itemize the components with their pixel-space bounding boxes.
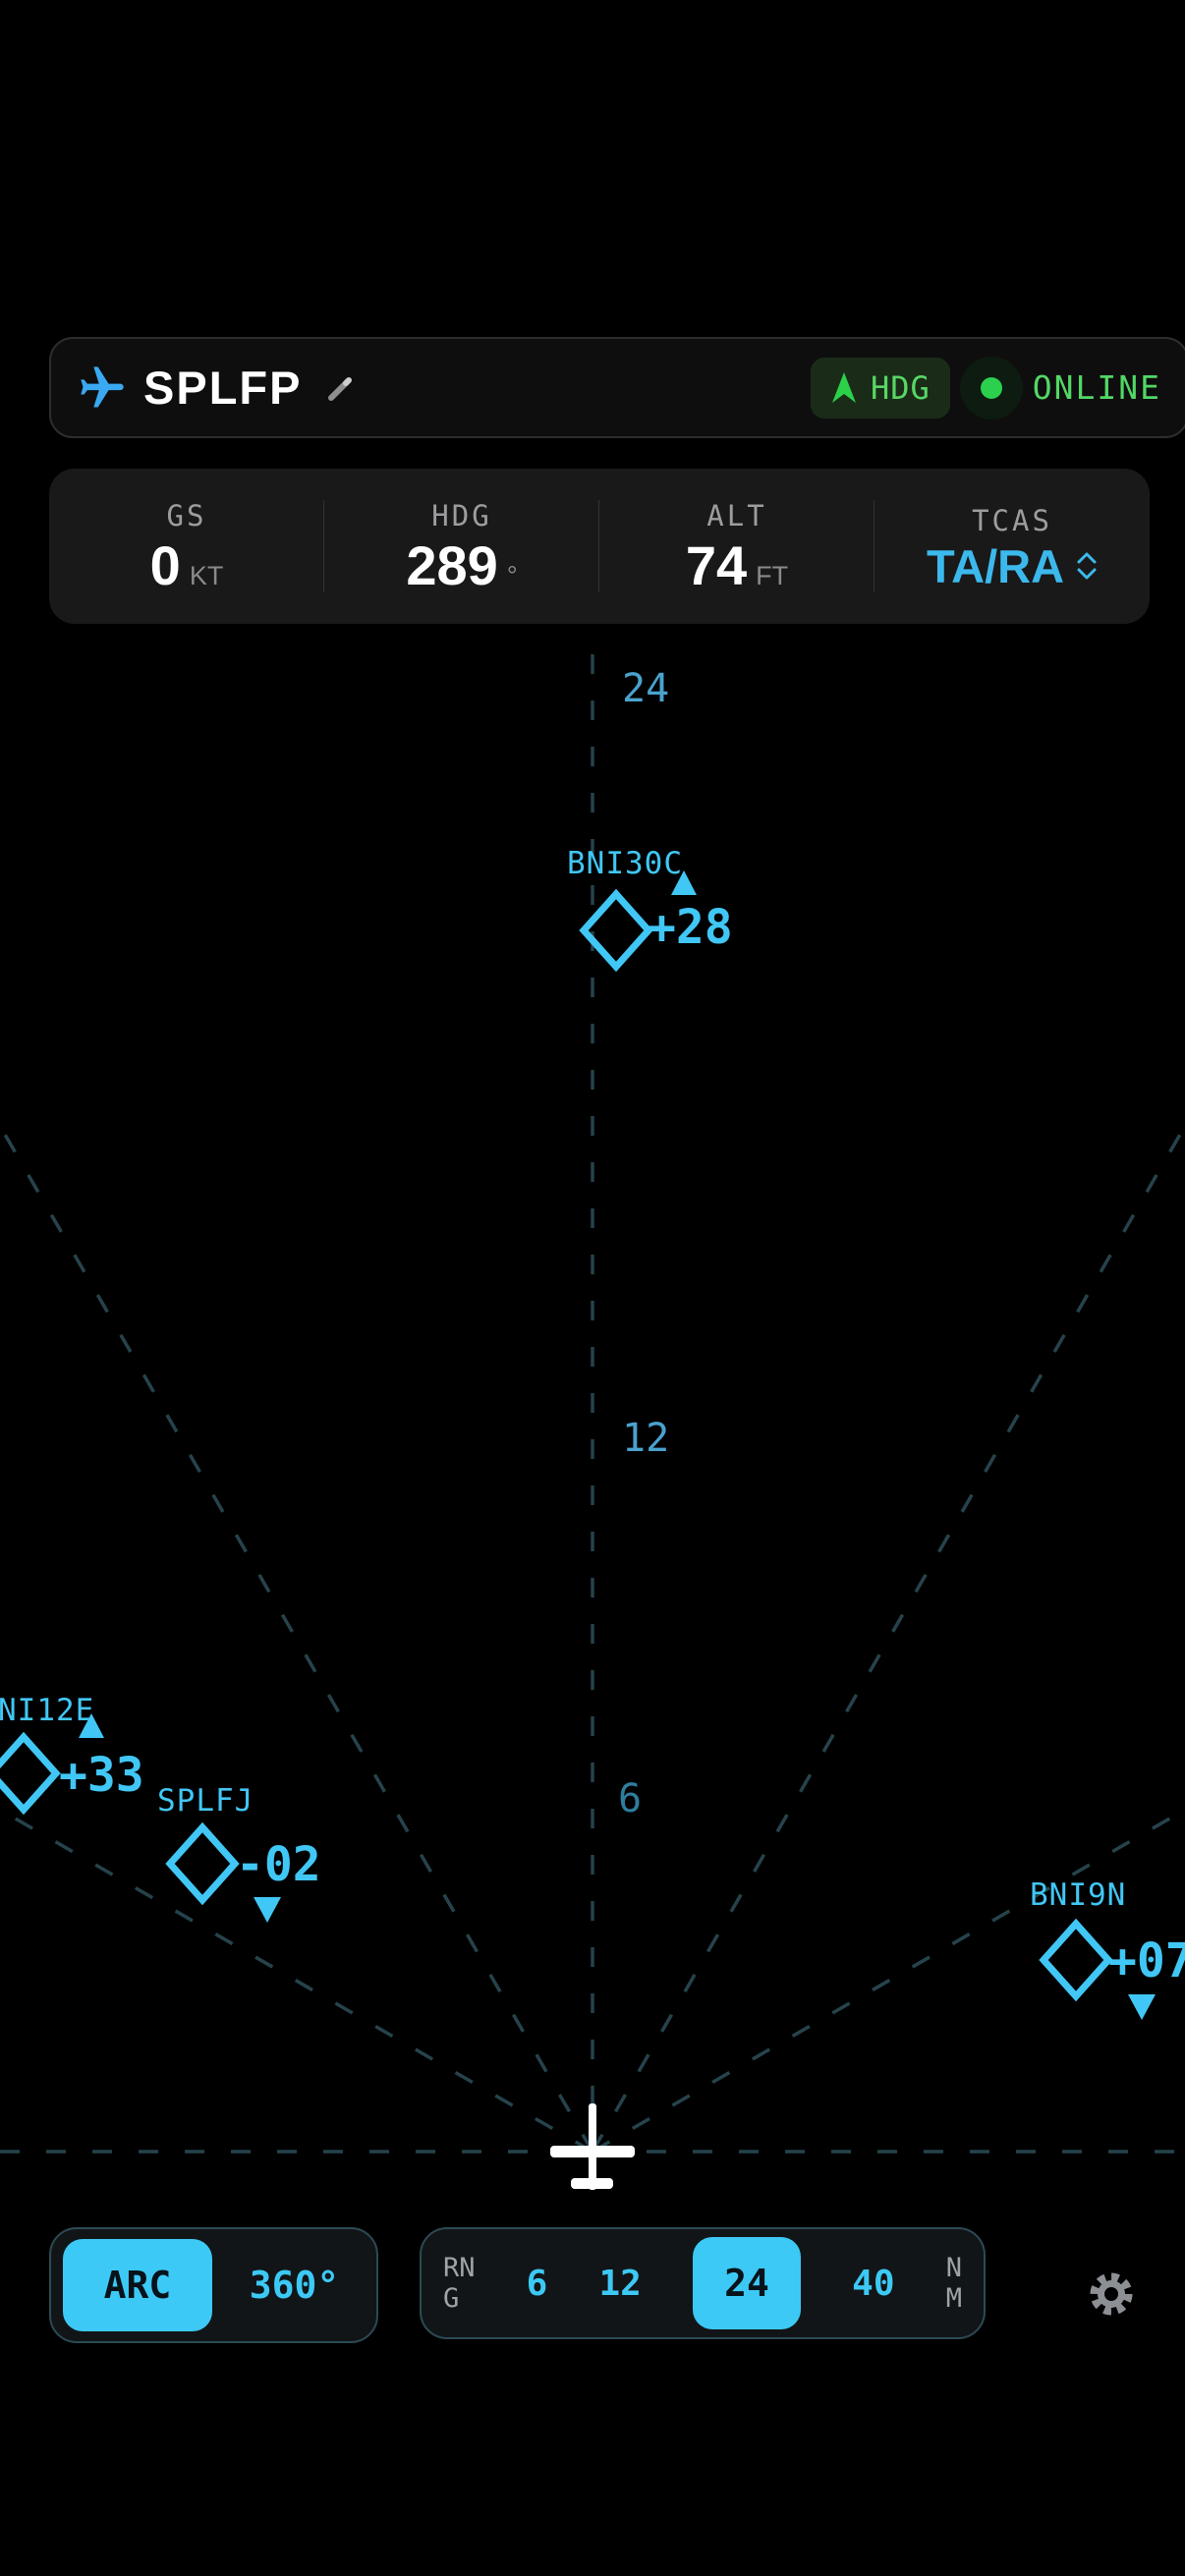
hdg-mode-badge[interactable]: HDG bbox=[810, 357, 950, 419]
own-aircraft-symbol bbox=[550, 2103, 635, 2190]
range-label-6: 6 bbox=[618, 1776, 643, 1821]
stat-label: HDG bbox=[431, 499, 492, 532]
traffic-diamond-icon bbox=[579, 888, 653, 973]
status-dot-glow bbox=[959, 356, 1023, 420]
bearing-line-right-60 bbox=[592, 1808, 1185, 2154]
target-callsign: NI12E bbox=[0, 1693, 95, 1728]
pencil-icon[interactable] bbox=[325, 373, 355, 403]
range-selector: RNG 6 12 24 40 NM bbox=[420, 2227, 986, 2339]
stat-unit: FT bbox=[756, 561, 789, 590]
target-callsign: BNI9N bbox=[1030, 1877, 1127, 1913]
bearing-line-left-60 bbox=[0, 1808, 593, 2154]
airplane-icon bbox=[81, 365, 124, 407]
stat-value: 0 bbox=[149, 534, 181, 596]
range-option-6[interactable]: 6 bbox=[526, 2263, 548, 2304]
callsign-title: SPLFP bbox=[143, 362, 303, 414]
view-mode-360-button[interactable]: 360° bbox=[249, 2264, 340, 2307]
nav-arrow-up-icon bbox=[831, 371, 856, 403]
stat-label: ALT bbox=[706, 499, 767, 532]
stat-unit: ° bbox=[506, 561, 518, 590]
range-label-24: 24 bbox=[622, 666, 670, 711]
view-mode-toggle: ARC 360° bbox=[49, 2227, 378, 2343]
range-option-40[interactable]: 40 bbox=[852, 2263, 895, 2304]
status-dot-icon bbox=[980, 376, 1002, 399]
stat-heading: HDG 289 ° bbox=[324, 469, 599, 624]
flight-stats-card: GS 0 KT HDG 289 ° ALT 74 FT TCAS bbox=[49, 469, 1150, 624]
gear-icon[interactable] bbox=[1087, 2269, 1136, 2319]
traffic-diamond-icon bbox=[0, 1731, 61, 1816]
target-callsign: BNI30C bbox=[567, 846, 683, 881]
bearing-line-right-30 bbox=[591, 1125, 1185, 2153]
online-status: ONLINE bbox=[959, 356, 1161, 420]
online-status-label: ONLINE bbox=[1032, 368, 1161, 407]
target-relative-altitude: +07 bbox=[1108, 1933, 1185, 1988]
climb-arrow-icon bbox=[79, 1713, 104, 1738]
range-option-24-selected[interactable]: 24 bbox=[693, 2237, 802, 2329]
target-callsign: SPLFJ bbox=[157, 1783, 254, 1819]
range-selector-label: RNG bbox=[443, 2252, 476, 2314]
stat-value: 74 bbox=[685, 534, 748, 596]
target-relative-altitude: +28 bbox=[648, 900, 733, 955]
target-relative-altitude: +33 bbox=[59, 1748, 144, 1803]
stat-unit: KT bbox=[189, 561, 224, 590]
target-relative-altitude: -02 bbox=[236, 1837, 321, 1892]
climb-arrow-icon bbox=[671, 870, 697, 895]
range-option-12[interactable]: 12 bbox=[598, 2263, 642, 2304]
hdg-badge-label: HDG bbox=[870, 368, 931, 407]
traffic-diamond-icon bbox=[1039, 1918, 1113, 2002]
range-unit-label: NM bbox=[945, 2252, 962, 2314]
descend-arrow-icon bbox=[254, 1897, 281, 1923]
stat-value: 289 bbox=[406, 534, 498, 596]
tcas-mode-value: TA/RA bbox=[926, 539, 1065, 592]
stat-altitude: ALT 74 FT bbox=[599, 469, 875, 624]
traffic-diamond-icon bbox=[165, 1821, 240, 1906]
descend-arrow-icon bbox=[1128, 1994, 1156, 2020]
stat-label: TCAS bbox=[972, 503, 1052, 537]
range-label-12: 12 bbox=[622, 1416, 670, 1461]
header-card: SPLFP HDG ONLINE bbox=[49, 337, 1185, 438]
stat-groundspeed: GS 0 KT bbox=[49, 469, 324, 624]
view-mode-arc-button[interactable]: ARC bbox=[63, 2239, 212, 2331]
tcas-mode-selector[interactable]: TCAS TA/RA bbox=[875, 469, 1150, 624]
stat-label: GS bbox=[166, 499, 207, 532]
chevron-up-down-icon bbox=[1077, 552, 1097, 580]
bearing-line-left-30 bbox=[0, 1125, 594, 2153]
